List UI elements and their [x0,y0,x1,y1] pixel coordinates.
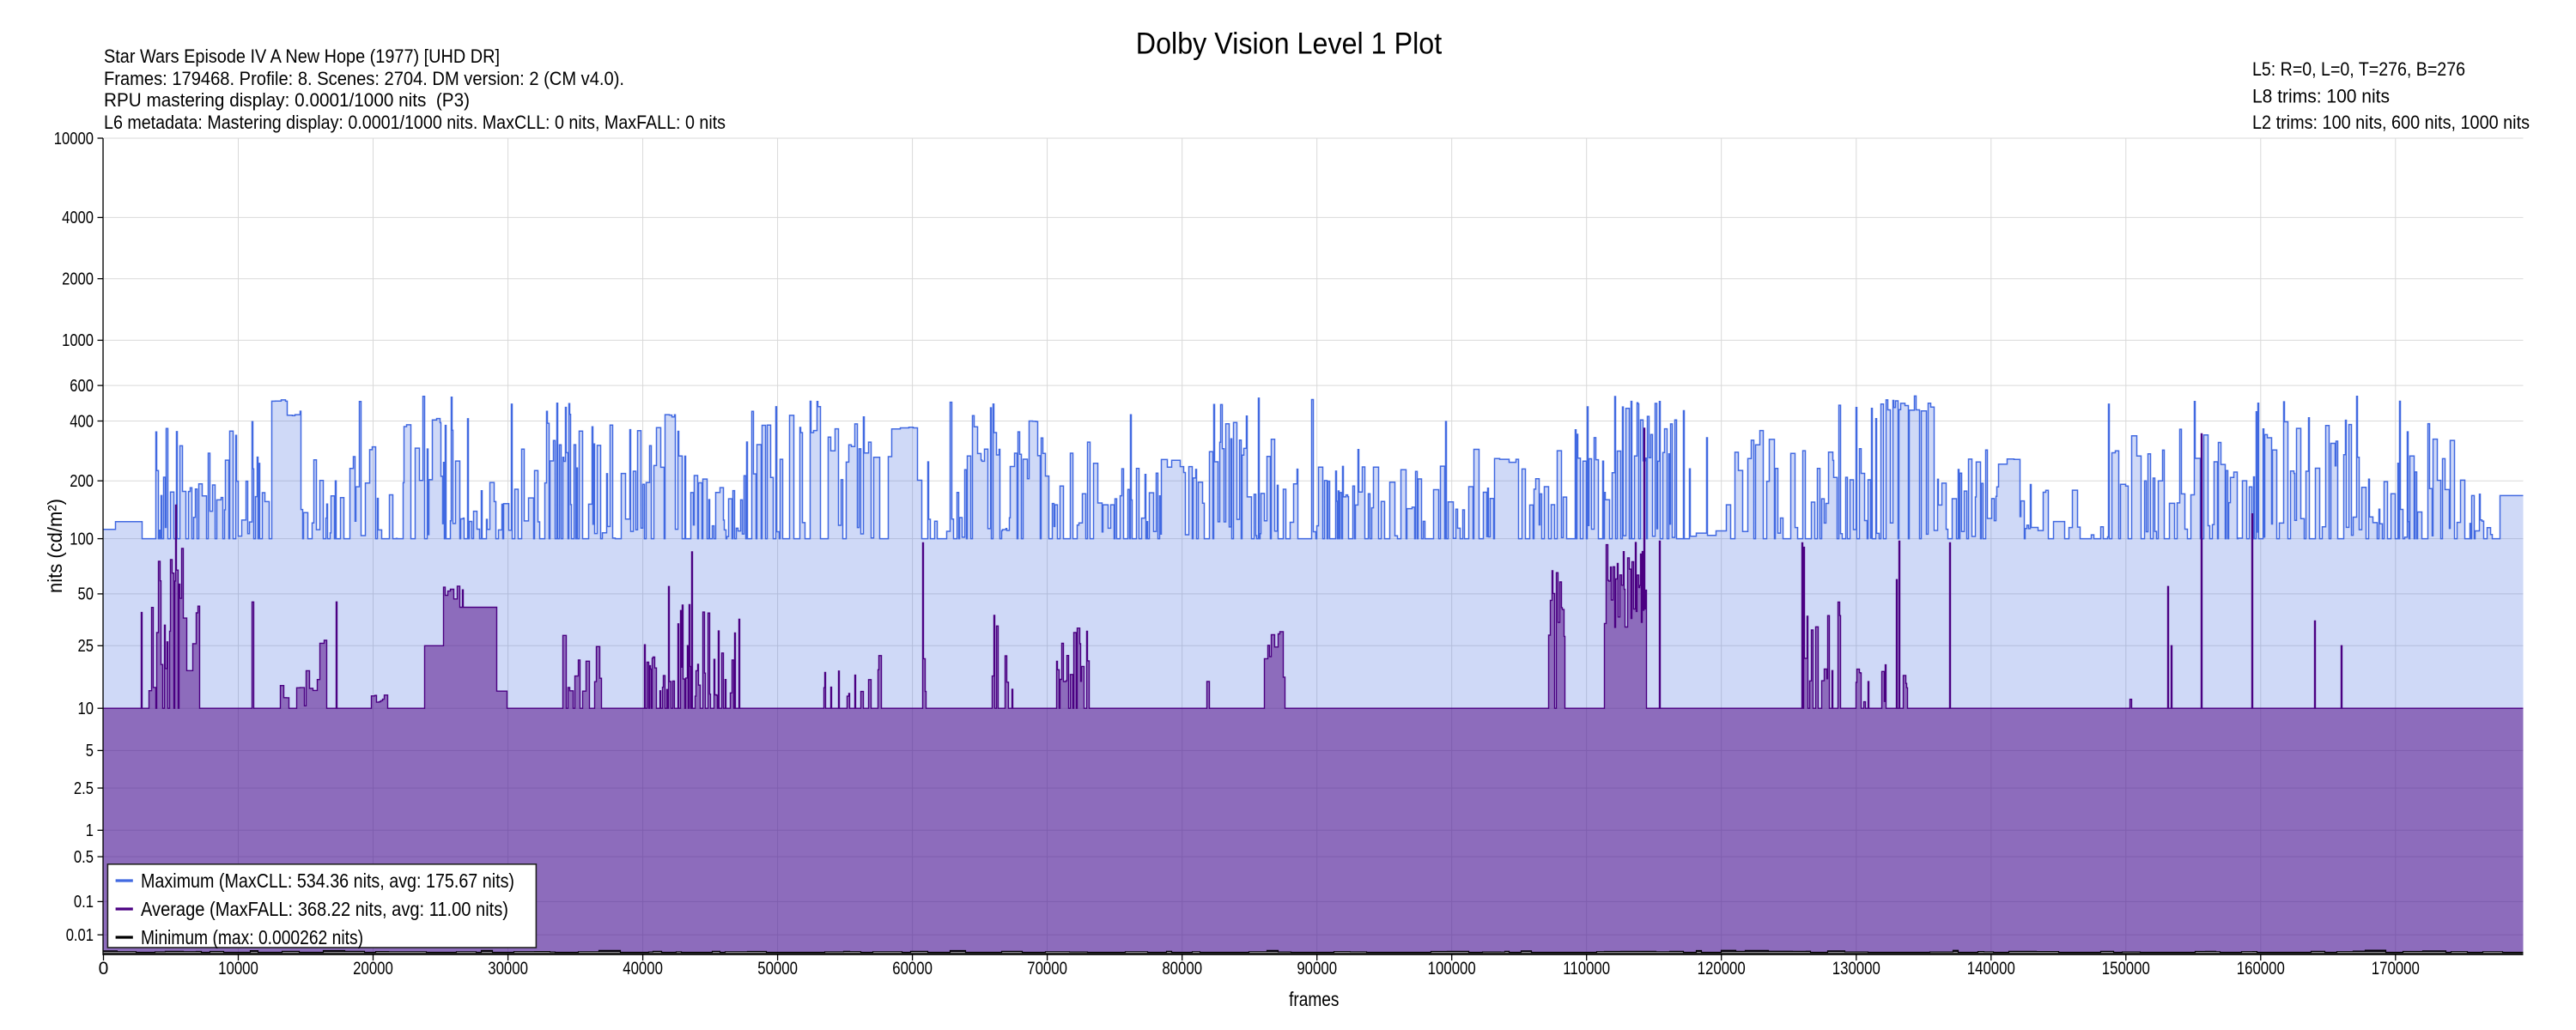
svg-text:1000: 1000 [62,331,94,350]
svg-text:50: 50 [78,585,94,604]
svg-text:L5: R=0, L=0, T=276, B=276: L5: R=0, L=0, T=276, B=276 [2252,58,2465,80]
svg-text:110000: 110000 [1563,959,1610,978]
svg-text:10: 10 [78,700,94,718]
svg-text:90000: 90000 [1297,959,1337,978]
svg-text:RPU mastering display: 0.0001/: RPU mastering display: 0.0001/1000 nits … [104,89,470,111]
svg-text:140000: 140000 [1967,959,2015,978]
svg-text:100: 100 [70,530,94,548]
svg-text:Average (MaxFALL: 368.22 nits,: Average (MaxFALL: 368.22 nits, avg: 11.0… [141,898,508,920]
svg-text:25: 25 [78,637,94,656]
svg-text:100000: 100000 [1428,959,1476,978]
svg-text:L6 metadata: Mastering display: L6 metadata: Mastering display: 0.0001/1… [104,112,726,133]
svg-text:L8 trims: 100 nits: L8 trims: 100 nits [2252,86,2390,107]
svg-text:40000: 40000 [623,959,663,978]
svg-text:Star Wars Episode IV A New Hop: Star Wars Episode IV A New Hope (1977) [… [104,45,500,67]
svg-text:20000: 20000 [353,959,393,978]
svg-text:30000: 30000 [488,959,528,978]
svg-text:200: 200 [70,472,94,491]
svg-text:frames: frames [1289,988,1339,1010]
svg-text:0.5: 0.5 [74,848,94,867]
svg-text:50000: 50000 [757,959,798,978]
svg-text:5: 5 [86,742,94,760]
svg-text:0.1: 0.1 [74,893,94,912]
svg-text:120000: 120000 [1698,959,1746,978]
svg-text:70000: 70000 [1027,959,1067,978]
svg-text:400: 400 [70,412,94,431]
svg-text:L2 trims: 100 nits, 600 nits,: L2 trims: 100 nits, 600 nits, 1000 nits [2252,112,2530,133]
svg-text:1: 1 [86,821,94,840]
svg-text:150000: 150000 [2102,959,2150,978]
svg-text:Dolby Vision Level 1 Plot: Dolby Vision Level 1 Plot [1136,27,1443,61]
svg-text:0: 0 [99,959,109,978]
svg-text:2.5: 2.5 [74,779,94,798]
svg-text:10000: 10000 [218,959,258,978]
svg-text:Minimum (max: 0.000262 nits): Minimum (max: 0.000262 nits) [141,926,363,948]
svg-text:160000: 160000 [2237,959,2285,978]
svg-text:10000: 10000 [54,130,94,148]
svg-text:Frames: 179468. Profile: 8. Sc: Frames: 179468. Profile: 8. Scenes: 2704… [104,68,624,89]
svg-text:170000: 170000 [2372,959,2420,978]
svg-text:130000: 130000 [1832,959,1880,978]
svg-text:600: 600 [70,377,94,396]
svg-text:4000: 4000 [62,209,94,227]
svg-text:2000: 2000 [62,270,94,289]
svg-text:0.01: 0.01 [66,926,94,945]
svg-text:Maximum (MaxCLL: 534.36 nits,: Maximum (MaxCLL: 534.36 nits, avg: 175.6… [141,869,514,892]
svg-text:nits (cd/m²): nits (cd/m²) [44,499,66,593]
svg-text:60000: 60000 [892,959,933,978]
svg-text:80000: 80000 [1162,959,1202,978]
